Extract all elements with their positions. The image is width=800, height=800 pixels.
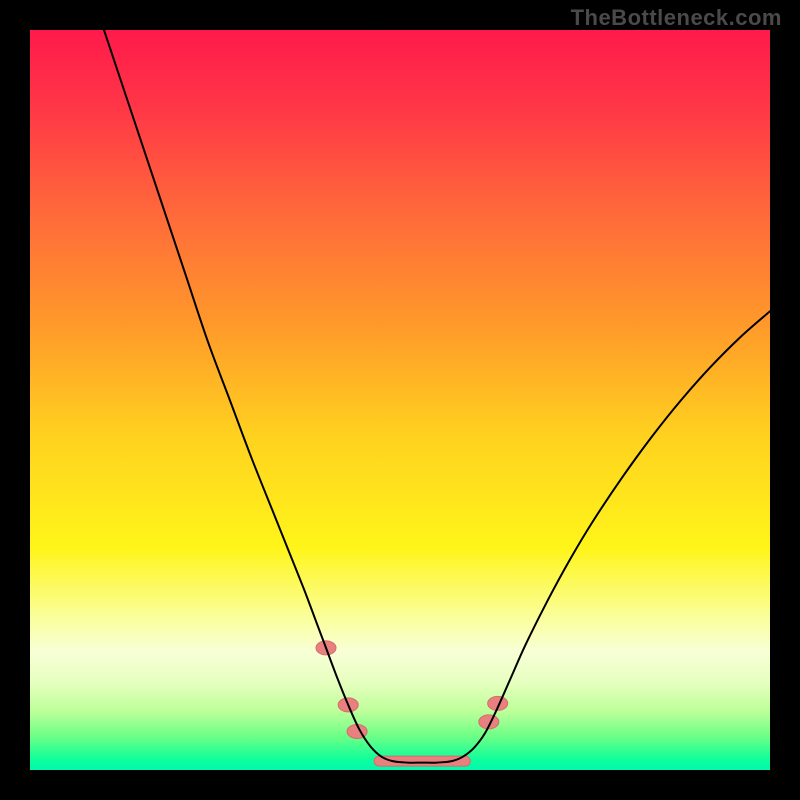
chart-svg <box>30 30 770 770</box>
watermark-text: TheBottleneck.com <box>571 5 782 31</box>
plot-area <box>30 30 770 770</box>
trough-band <box>374 756 470 766</box>
chart-frame: TheBottleneck.com <box>0 0 800 800</box>
